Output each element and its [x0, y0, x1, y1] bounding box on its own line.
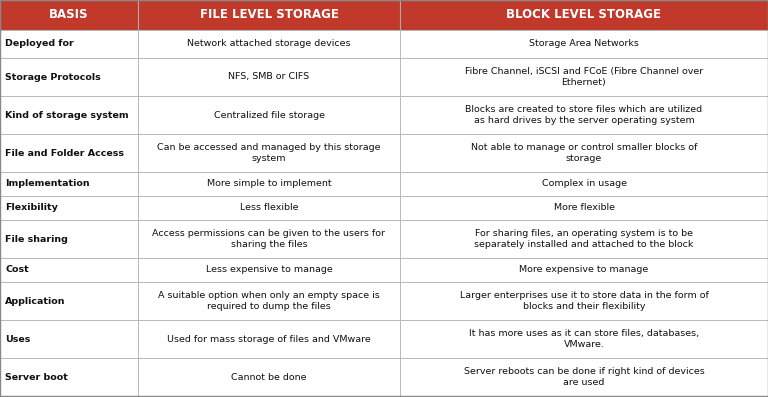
Bar — [400, 358, 768, 396]
Bar — [400, 0, 768, 30]
Bar — [0, 282, 138, 320]
Bar — [0, 96, 138, 134]
Bar — [138, 320, 400, 358]
Bar — [400, 172, 768, 196]
Bar — [0, 30, 138, 58]
Bar — [138, 172, 400, 196]
Text: Fibre Channel, iSCSI and FCoE (Fibre Channel over
Ethernet): Fibre Channel, iSCSI and FCoE (Fibre Cha… — [465, 67, 703, 87]
Bar — [400, 96, 768, 134]
Text: A suitable option when only an empty space is
required to dump the files: A suitable option when only an empty spa… — [158, 291, 380, 311]
Bar — [400, 282, 768, 320]
Text: Blocks are created to store files which are utilized
as hard drives by the serve: Blocks are created to store files which … — [465, 105, 703, 125]
Text: Kind of storage system: Kind of storage system — [5, 110, 128, 119]
Text: Used for mass storage of files and VMware: Used for mass storage of files and VMwar… — [167, 335, 371, 343]
Text: BLOCK LEVEL STORAGE: BLOCK LEVEL STORAGE — [507, 8, 661, 21]
Bar — [0, 58, 138, 96]
Text: Storage Protocols: Storage Protocols — [5, 73, 101, 81]
Text: Server reboots can be done if right kind of devices
are used: Server reboots can be done if right kind… — [464, 367, 704, 387]
Text: Implementation: Implementation — [5, 179, 90, 189]
Text: Network attached storage devices: Network attached storage devices — [187, 39, 351, 48]
Bar — [400, 196, 768, 220]
Text: It has more uses as it can store files, databases,
VMware.: It has more uses as it can store files, … — [469, 329, 699, 349]
Bar — [138, 134, 400, 172]
Bar — [138, 258, 400, 282]
Text: Less flexible: Less flexible — [240, 204, 298, 212]
Text: For sharing files, an operating system is to be
separately installed and attache: For sharing files, an operating system i… — [475, 229, 694, 249]
Bar — [0, 196, 138, 220]
Bar — [400, 320, 768, 358]
Text: Uses: Uses — [5, 335, 31, 343]
Bar — [138, 96, 400, 134]
Text: Server boot: Server boot — [5, 372, 68, 382]
Text: Can be accessed and managed by this storage
system: Can be accessed and managed by this stor… — [157, 143, 381, 163]
Bar — [400, 258, 768, 282]
Bar — [138, 282, 400, 320]
Text: BASIS: BASIS — [49, 8, 89, 21]
Text: Access permissions can be given to the users for
sharing the files: Access permissions can be given to the u… — [153, 229, 386, 249]
Text: Cost: Cost — [5, 266, 28, 274]
Bar — [400, 30, 768, 58]
Bar — [138, 220, 400, 258]
Bar — [0, 258, 138, 282]
Text: Deployed for: Deployed for — [5, 39, 74, 48]
Bar — [138, 358, 400, 396]
Bar — [138, 30, 400, 58]
Bar — [0, 0, 138, 30]
Bar — [138, 58, 400, 96]
Text: Larger enterprises use it to store data in the form of
blocks and their flexibil: Larger enterprises use it to store data … — [459, 291, 708, 311]
Text: Centralized file storage: Centralized file storage — [214, 110, 325, 119]
Text: More flexible: More flexible — [554, 204, 614, 212]
Text: Complex in usage: Complex in usage — [541, 179, 627, 189]
Bar — [0, 134, 138, 172]
Text: Storage Area Networks: Storage Area Networks — [529, 39, 639, 48]
Text: Not able to manage or control smaller blocks of
storage: Not able to manage or control smaller bl… — [471, 143, 697, 163]
Text: Flexibility: Flexibility — [5, 204, 58, 212]
Bar — [0, 320, 138, 358]
Text: Cannot be done: Cannot be done — [231, 372, 306, 382]
Bar — [0, 172, 138, 196]
Text: More simple to implement: More simple to implement — [207, 179, 331, 189]
Bar — [400, 220, 768, 258]
Text: Less expensive to manage: Less expensive to manage — [206, 266, 333, 274]
Bar — [0, 220, 138, 258]
Bar — [0, 358, 138, 396]
Bar — [400, 134, 768, 172]
Text: File sharing: File sharing — [5, 235, 68, 243]
Bar — [400, 58, 768, 96]
Text: More expensive to manage: More expensive to manage — [519, 266, 649, 274]
Text: Application: Application — [5, 297, 65, 306]
Text: NFS, SMB or CIFS: NFS, SMB or CIFS — [228, 73, 310, 81]
Bar — [138, 0, 400, 30]
Text: FILE LEVEL STORAGE: FILE LEVEL STORAGE — [200, 8, 339, 21]
Text: File and Folder Access: File and Folder Access — [5, 148, 124, 158]
Bar — [138, 196, 400, 220]
